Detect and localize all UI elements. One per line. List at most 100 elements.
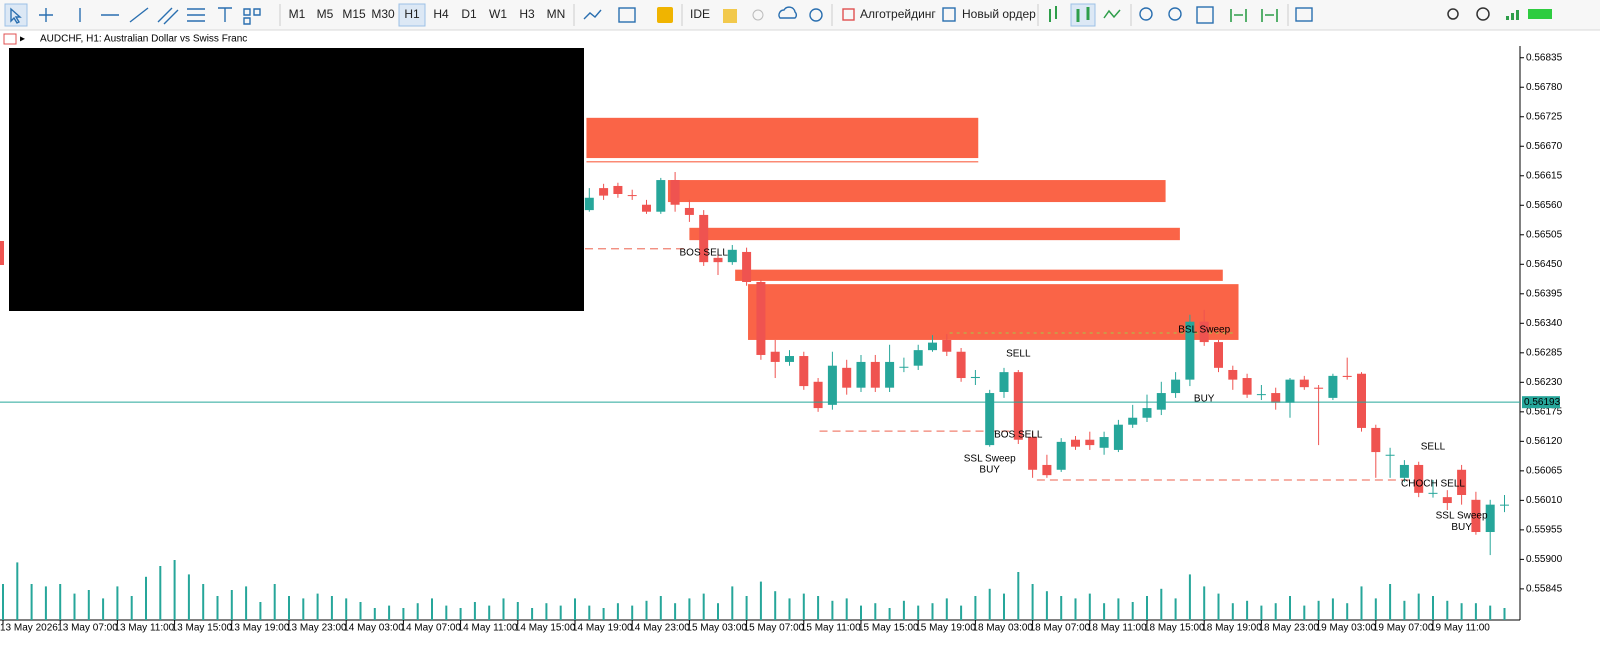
zoom-out[interactable]: [1168, 7, 1182, 21]
volume-bar: [1088, 593, 1091, 620]
candle-body: [799, 356, 809, 387]
volume-bar: [674, 603, 677, 620]
zoom-in[interactable]: [1139, 7, 1153, 21]
volume-bar: [1274, 603, 1277, 620]
x-tick-label: 15 May 15:00: [858, 623, 919, 634]
screenshot[interactable]: [1295, 7, 1313, 22]
vps-icon[interactable]: [809, 8, 823, 22]
timeframe[interactable]: W1: [489, 7, 507, 21]
y-tick-label: 0.56780: [1526, 82, 1563, 93]
timeframe[interactable]: M5: [317, 7, 334, 21]
active-timeframe-bg: [398, 3, 426, 27]
cursor-tool[interactable]: [4, 3, 28, 27]
candle-body: [1042, 464, 1052, 476]
volume-bar: [802, 593, 805, 620]
autoscroll[interactable]: [1230, 9, 1247, 22]
timeframe[interactable]: H4: [433, 7, 449, 21]
fibo-tool[interactable]: [187, 8, 205, 22]
y-tick-label: 0.56285: [1526, 347, 1563, 358]
signal-icon[interactable]: [752, 9, 764, 21]
y-tick-label: 0.56065: [1526, 465, 1563, 476]
volume-bar: [1045, 591, 1048, 620]
candle-body: [985, 393, 995, 446]
candle-body: [642, 204, 651, 212]
volume-bar: [1360, 586, 1363, 620]
chart-shift[interactable]: [1261, 9, 1278, 22]
volume-bar: [888, 608, 891, 620]
volume-bar: [588, 605, 591, 620]
timeframe[interactable]: H3: [519, 7, 535, 21]
panel-status: ACTIVE: [147, 188, 183, 199]
panel-meaning: trendline breakout: [301, 264, 381, 275]
grid-toggle[interactable]: [1196, 6, 1214, 24]
volume-bar: [1160, 588, 1163, 620]
volume-bar: [1188, 574, 1191, 620]
x-tick-label: 14 May 07:00: [400, 623, 461, 634]
timeframe[interactable]: M15: [342, 7, 366, 21]
panel-status: Bullish OB active | 2026.05.29 17:00: [147, 203, 309, 214]
timeframe[interactable]: H1: [404, 7, 420, 21]
volume-bar: [1289, 596, 1291, 620]
cloud-icon[interactable]: [778, 6, 797, 19]
volume-bar: [1346, 603, 1349, 620]
candle-body: [1385, 454, 1395, 456]
bag-icon[interactable]: [723, 9, 737, 23]
volume-bar: [30, 584, 33, 620]
trendline-tool[interactable]: [129, 7, 149, 23]
y-tick-label: 0.56505: [1526, 229, 1563, 240]
candle-body: [684, 207, 694, 215]
volume-bar: [388, 605, 391, 620]
annotation: BUY: [1451, 522, 1472, 533]
timeframe[interactable]: M1: [289, 7, 306, 21]
chart-type[interactable]: [583, 9, 602, 20]
timeframe[interactable]: M30: [371, 7, 395, 21]
volume-bar: [273, 584, 276, 620]
y-tick-label: 0.56615: [1526, 170, 1563, 181]
text-tool[interactable]: [218, 7, 232, 22]
order-button[interactable]: Новый ордер: [962, 7, 1036, 21]
bars-chart[interactable]: [1049, 6, 1057, 22]
volume-bar: [502, 598, 505, 620]
algo-icon[interactable]: [842, 8, 855, 21]
line-chart[interactable]: [1103, 9, 1121, 19]
candle-body: [1500, 504, 1509, 506]
shapes-tool[interactable]: [243, 8, 261, 25]
x-tick-label: 19 May 03:00: [1316, 623, 1377, 634]
volume-bar: [702, 593, 705, 620]
volume-bar: [774, 591, 777, 620]
zone: [735, 269, 1223, 281]
panel-meaning: structure continuation: [301, 142, 397, 153]
ide-button[interactable]: IDE: [690, 7, 710, 21]
volume-bar: [416, 603, 419, 620]
volume-bar: [73, 593, 76, 620]
volume-bar: [759, 581, 762, 620]
x-tick-label: 18 May 23:00: [1258, 623, 1319, 634]
channel-tool[interactable]: [157, 7, 179, 25]
indicators[interactable]: [618, 7, 636, 23]
volume-bar: [1074, 598, 1077, 620]
market-icon[interactable]: [657, 7, 673, 23]
panel-element: CHOCH: [17, 157, 54, 168]
candle-body: [727, 249, 737, 263]
timeframe[interactable]: D1: [461, 7, 477, 21]
x-tick-label: 14 May 15:00: [515, 623, 576, 634]
order-icon[interactable]: [942, 7, 956, 22]
search[interactable]: [1447, 8, 1459, 20]
account[interactable]: [1476, 7, 1490, 21]
volume-bar: [445, 605, 448, 620]
zone: [748, 284, 1239, 340]
panel-element: BOS: [17, 142, 38, 153]
volume-bar: [988, 588, 991, 620]
algo-button[interactable]: Алготрейдинг: [860, 7, 936, 21]
timeframe[interactable]: MN: [547, 7, 566, 21]
x-tick-label: 15 May 19:00: [915, 623, 976, 634]
candles-active[interactable]: [1070, 3, 1096, 27]
volume-bar: [130, 596, 133, 620]
x-tick-label: 18 May 03:00: [972, 623, 1033, 634]
crosshair-tool[interactable]: [39, 8, 53, 22]
volume-bar: [1060, 596, 1063, 620]
chart-title: AUDCHF, H1: Australian Dollar vs Swiss F…: [40, 34, 247, 45]
volume-bar: [259, 602, 262, 620]
panel-header: Status: [147, 80, 175, 91]
